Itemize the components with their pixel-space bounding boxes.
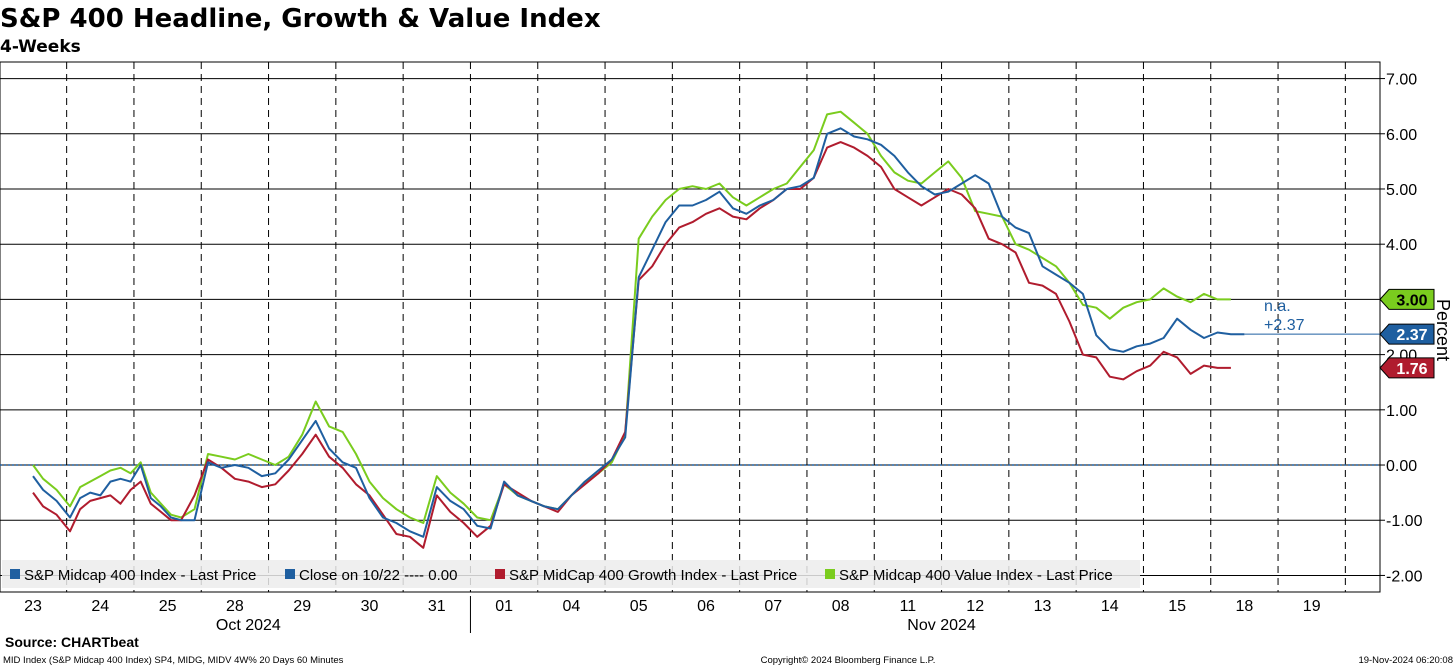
plot-frame: [0, 61, 1381, 593]
last-value-labels: 3.00 2.37 1.76: [1379, 288, 1435, 379]
x-tick-label: 29: [293, 598, 311, 615]
footer-description: MID Index (S&P Midcap 400 Index) SP4, MI…: [3, 655, 344, 666]
chart-subtitle: 4-Weeks: [0, 37, 81, 57]
x-tick-label: 30: [361, 598, 379, 615]
series-line-s-p-midcap-400-growth-index-last-price: [32, 141, 1231, 549]
grid: [0, 61, 1381, 593]
y-tick-label: 1.00: [1386, 403, 1417, 420]
last-value-text: 3.00: [1396, 292, 1427, 309]
x-tick-label: 07: [764, 598, 782, 615]
x-tick-label: 06: [697, 598, 715, 615]
annotation: n.a. +2.37: [1264, 298, 1305, 334]
legend-swatch: [285, 569, 295, 579]
source-label: Source: CHARTbeat: [5, 634, 139, 650]
y-axis-label: Percent: [1433, 299, 1453, 361]
last-value-text: 2.37: [1396, 327, 1427, 344]
x-tick-label: 12: [966, 598, 984, 615]
legend-entry: Close on 10/22 ---- 0.00: [299, 567, 457, 584]
legend-entry: S&P Midcap 400 Value Index - Last Price: [839, 567, 1113, 584]
legend-swatch: [825, 569, 835, 579]
last-value-box: [1379, 288, 1435, 310]
footer-copyright: Copyright© 2024 Bloomberg Finance L.P.: [761, 655, 936, 666]
x-tick-label: 18: [1236, 598, 1254, 615]
series-lines: [32, 110, 1382, 549]
x-tick-label: 13: [1034, 598, 1052, 615]
x-axis: 23 24 25 28 29 30 31 01 04 05 06 07 08 11 12 13 14 15 18 19…: [24, 596, 1321, 634]
series-line-s-p-midcap-400-index-last-price: [32, 127, 1245, 538]
x-tick-label: 14: [1101, 598, 1119, 615]
y-tick-label: 7.00: [1386, 72, 1417, 89]
legend-swatch: [10, 569, 20, 579]
month-label: Nov 2024: [907, 617, 976, 634]
x-tick-label: 23: [24, 598, 42, 615]
legend-background: [2, 560, 1140, 588]
legend: S&P Midcap 400 Index - Last Price Close o…: [2, 560, 1140, 588]
annotation-line-1: n.a.: [1264, 298, 1291, 315]
x-tick-label: 04: [563, 598, 581, 615]
y-tick-label: 6.00: [1386, 127, 1417, 144]
x-tick-label: 25: [159, 598, 177, 615]
last-value-box: [1379, 357, 1435, 379]
annotation-line-2: +2.37: [1264, 317, 1305, 334]
chart-title: S&P 400 Headline, Growth & Value Index: [0, 4, 601, 34]
y-tick-label: 4.00: [1386, 237, 1417, 254]
legend-entry: S&P MidCap 400 Growth Index - Last Price: [509, 567, 797, 584]
x-tick-label: 05: [630, 598, 648, 615]
y-tick-label: -2.00: [1386, 568, 1423, 585]
x-tick-label: 08: [832, 598, 850, 615]
x-tick-label: 31: [428, 598, 446, 615]
last-value-text: 1.76: [1396, 361, 1427, 378]
month-label: Oct 2024: [216, 617, 281, 634]
x-tick-label: 19: [1303, 598, 1321, 615]
x-tick-label: 01: [495, 598, 513, 615]
x-tick-label: 28: [226, 598, 244, 615]
last-value-box: [1379, 323, 1435, 345]
y-tick-label: 5.00: [1386, 182, 1417, 199]
y-tick-label: 0.00: [1386, 458, 1417, 475]
legend-swatch: [495, 569, 505, 579]
y-tick-label: -1.00: [1386, 513, 1423, 530]
footer-timestamp: 19-Nov-2024 06:20:08: [1358, 655, 1453, 666]
x-tick-label: 24: [91, 598, 109, 615]
x-tick-label: 15: [1168, 598, 1186, 615]
legend-entry: S&P Midcap 400 Index - Last Price: [24, 567, 256, 584]
x-tick-label: 11: [900, 598, 917, 615]
series-line-s-p-midcap-400-value-index-last-price: [32, 110, 1231, 524]
